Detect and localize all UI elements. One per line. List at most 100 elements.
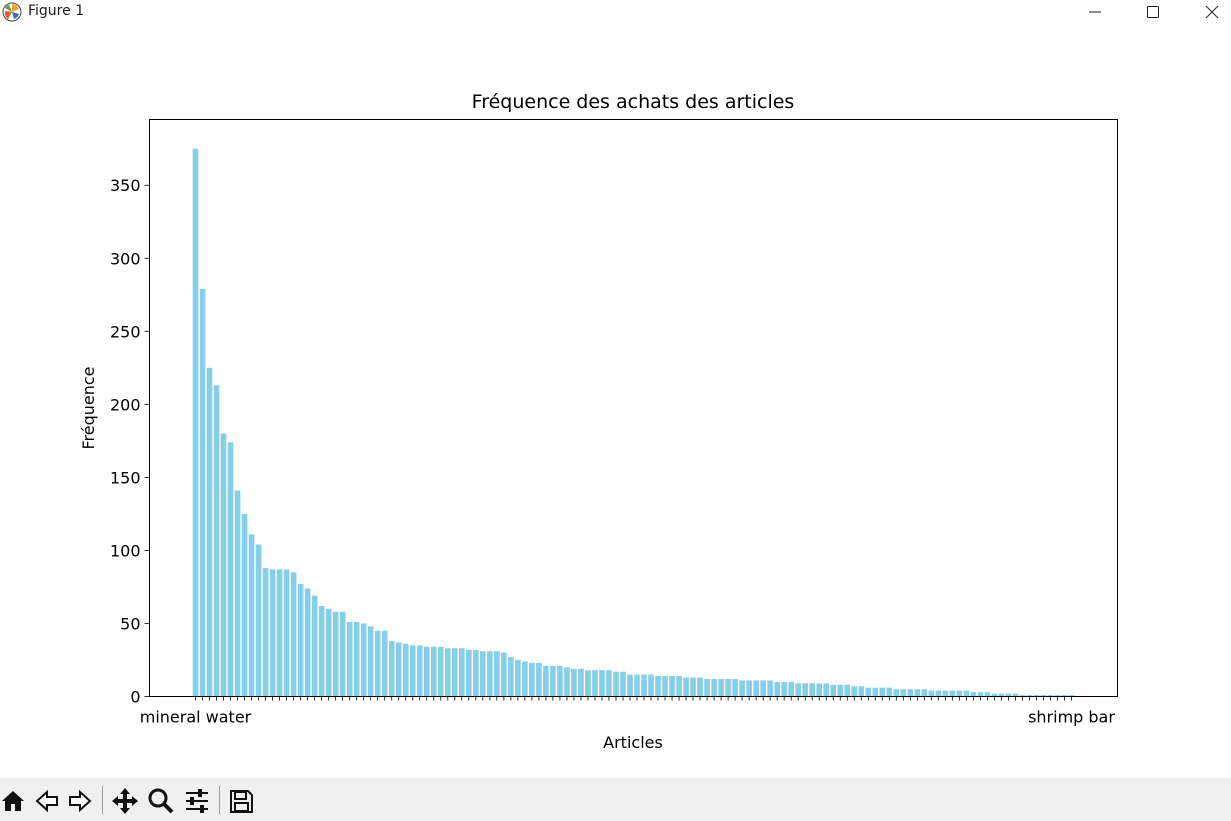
bar [220, 433, 227, 697]
bar [970, 692, 977, 697]
bar [262, 567, 269, 697]
bar [851, 686, 858, 697]
window-title: Figure 1 [28, 3, 85, 19]
bar [823, 683, 830, 697]
bar [781, 681, 787, 697]
bar [942, 690, 949, 697]
bar [360, 623, 367, 697]
bar [662, 676, 668, 697]
x-tick-label-last: shrimp bar [1028, 708, 1115, 727]
bar [402, 643, 409, 697]
bar [830, 684, 837, 697]
bar [949, 690, 956, 697]
bar [837, 684, 844, 697]
maximize-button[interactable] [1124, 0, 1182, 24]
bar [844, 684, 851, 697]
bars-group [192, 148, 1075, 697]
bar [367, 626, 374, 697]
bar [459, 648, 465, 697]
bar [627, 674, 633, 697]
close-button[interactable] [1183, 0, 1231, 24]
bar [620, 671, 626, 697]
bar [1012, 693, 1019, 697]
bar [283, 569, 290, 697]
bar [676, 676, 682, 697]
bar [388, 640, 395, 697]
y-tick-label: 0 [130, 688, 140, 707]
bar [907, 689, 914, 697]
bar [227, 442, 234, 697]
save-button[interactable] [226, 786, 256, 816]
bar [739, 680, 745, 697]
bar [655, 676, 661, 697]
bar [494, 651, 500, 697]
pan-button[interactable] [110, 786, 140, 816]
bar [634, 674, 640, 697]
bar [332, 611, 339, 697]
bar [543, 665, 549, 697]
bar [318, 605, 325, 697]
bar [788, 681, 794, 697]
bar [732, 678, 738, 697]
y-tick-label: 300 [110, 249, 141, 268]
bar [690, 677, 696, 697]
configure-subplots-button[interactable] [182, 786, 212, 816]
home-button[interactable] [0, 786, 28, 816]
bar [515, 659, 521, 697]
bar [353, 622, 360, 697]
bar [1005, 693, 1012, 697]
bar [914, 689, 921, 697]
navigation-toolbar [0, 778, 1231, 821]
bar [760, 680, 766, 697]
bar [858, 686, 865, 697]
bar [921, 689, 928, 697]
bar [416, 645, 423, 697]
bar [802, 683, 808, 697]
bar [641, 674, 647, 697]
bar [276, 569, 283, 697]
x-axis-label: Articles [603, 733, 663, 752]
bar [795, 683, 801, 697]
plot-frame [149, 119, 1118, 697]
y-tick-label: 150 [110, 468, 141, 487]
bar [269, 569, 276, 697]
bar [192, 148, 199, 697]
bar [1040, 695, 1047, 697]
bar [669, 676, 675, 697]
save-icon [230, 790, 253, 813]
y-tick-label: 250 [110, 322, 141, 341]
bar [585, 670, 591, 697]
bar [437, 646, 444, 697]
bar [900, 689, 907, 697]
bar [809, 683, 816, 697]
bar [578, 668, 584, 697]
y-tick-label: 200 [110, 395, 141, 414]
bar [199, 288, 206, 697]
y-axis-label: Fréquence [79, 366, 98, 449]
bar [977, 692, 984, 697]
bar [928, 690, 935, 697]
forward-button[interactable] [65, 786, 95, 816]
bar [213, 385, 220, 697]
zoom-icon [148, 788, 174, 814]
zoom-button[interactable] [146, 786, 176, 816]
y-tick-label: 350 [110, 176, 141, 195]
bar [409, 645, 416, 697]
y-tick-label: 50 [120, 614, 140, 633]
bar [613, 671, 619, 697]
bar [606, 670, 612, 697]
back-button[interactable] [32, 786, 62, 816]
bar [395, 642, 402, 697]
pan-icon [112, 788, 138, 814]
bar [1033, 695, 1040, 697]
bar-chart: Fréquence des achats des articles 0 50 100… [79, 91, 1118, 752]
bar [241, 513, 248, 697]
window-titlebar: Figure 1 [0, 0, 1231, 28]
bar [430, 646, 437, 697]
minimize-button[interactable] [1066, 0, 1124, 24]
bar [571, 668, 577, 697]
maximize-icon [1147, 6, 1159, 18]
bar [473, 649, 479, 697]
bar [423, 646, 430, 697]
close-icon [1205, 5, 1219, 19]
